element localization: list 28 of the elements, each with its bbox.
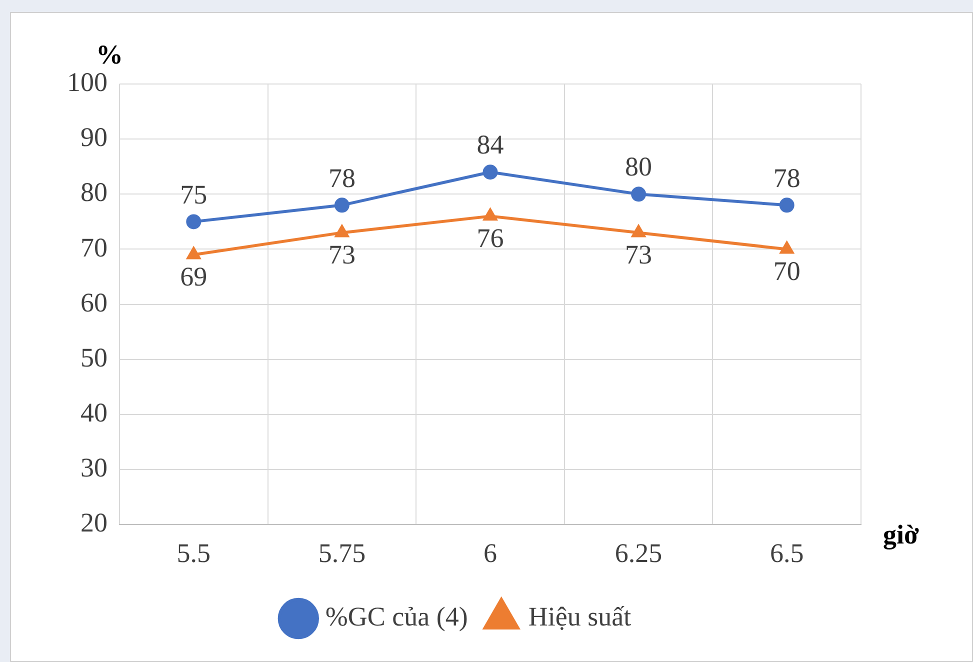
data-label: 80: [625, 152, 652, 182]
y-tick-label: 100: [67, 67, 108, 98]
x-tick-label: 6.5: [770, 538, 804, 568]
x-tick-label: 5.5: [176, 538, 211, 568]
data-label: 70: [773, 256, 800, 286]
legend-label: %GC của (4): [325, 602, 468, 632]
y-tick-label: 40: [80, 398, 108, 428]
y-tick-label: 50: [80, 342, 108, 372]
y-tick-label: 70: [80, 232, 108, 262]
data-label: 84: [476, 130, 504, 160]
data-label: 78: [773, 162, 800, 193]
y-tick-label: 30: [80, 452, 108, 483]
x-tick-label: 6.25: [614, 538, 662, 568]
data-label: 75: [180, 179, 208, 210]
x-tick-label: 6: [484, 538, 497, 568]
data-label: 73: [328, 239, 356, 270]
data-label: 76: [476, 222, 504, 253]
data-label: 78: [328, 162, 356, 193]
x-axis-title: giờ: [883, 520, 919, 550]
x-tick-label: 5.75: [318, 538, 366, 568]
data-label: 73: [625, 239, 652, 270]
legend-label: Hiệu suất: [528, 602, 632, 632]
y-tick-label: 20: [80, 508, 108, 538]
data-label: 69: [180, 261, 208, 292]
y-tick-label: 80: [80, 177, 108, 208]
y-tick-label: 90: [80, 122, 108, 152]
y-axis-title: %: [96, 39, 123, 70]
y-tick-label: 60: [80, 287, 108, 318]
